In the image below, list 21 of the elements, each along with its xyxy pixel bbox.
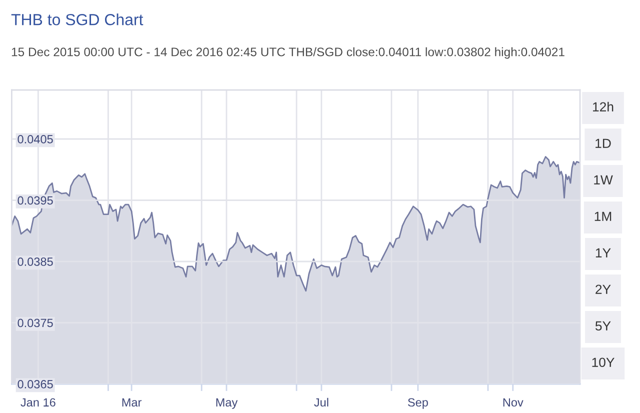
text: 1W	[594, 175, 613, 184]
chart-title: THB to SGD Chart	[11, 14, 144, 26]
x-tick-label: Sep	[408, 398, 428, 409]
text: 5Y	[595, 321, 611, 331]
y-tick-label: 0.0385	[18, 258, 53, 266]
chart-subtitle: 15 Dec 2015 00:00 UTC - 14 Dec 2016 02:45 UTC THB/SGD close:0.04011 low:0.03802 high:0.04021	[12, 47, 564, 59]
text: 10Y	[592, 358, 614, 368]
y-tick-label: 0.0395	[18, 196, 53, 205]
text: 1M	[594, 212, 612, 221]
y-tick-label: 0.0405	[18, 135, 53, 144]
y-tick-label: 0.0375	[18, 318, 53, 328]
x-tick-label: Mar	[122, 398, 142, 407]
text: 2Y	[596, 284, 611, 294]
text: 1Y	[596, 248, 611, 258]
y-tick-label: 0.0365	[18, 380, 53, 388]
x-tick-label: Jan 16	[20, 398, 56, 407]
text: 1D	[596, 138, 611, 148]
x-tick-label: May	[216, 398, 238, 409]
x-tick-label: Nov	[503, 398, 524, 407]
x-tick-label: Jul	[314, 398, 328, 407]
text: 12h	[593, 102, 614, 112]
